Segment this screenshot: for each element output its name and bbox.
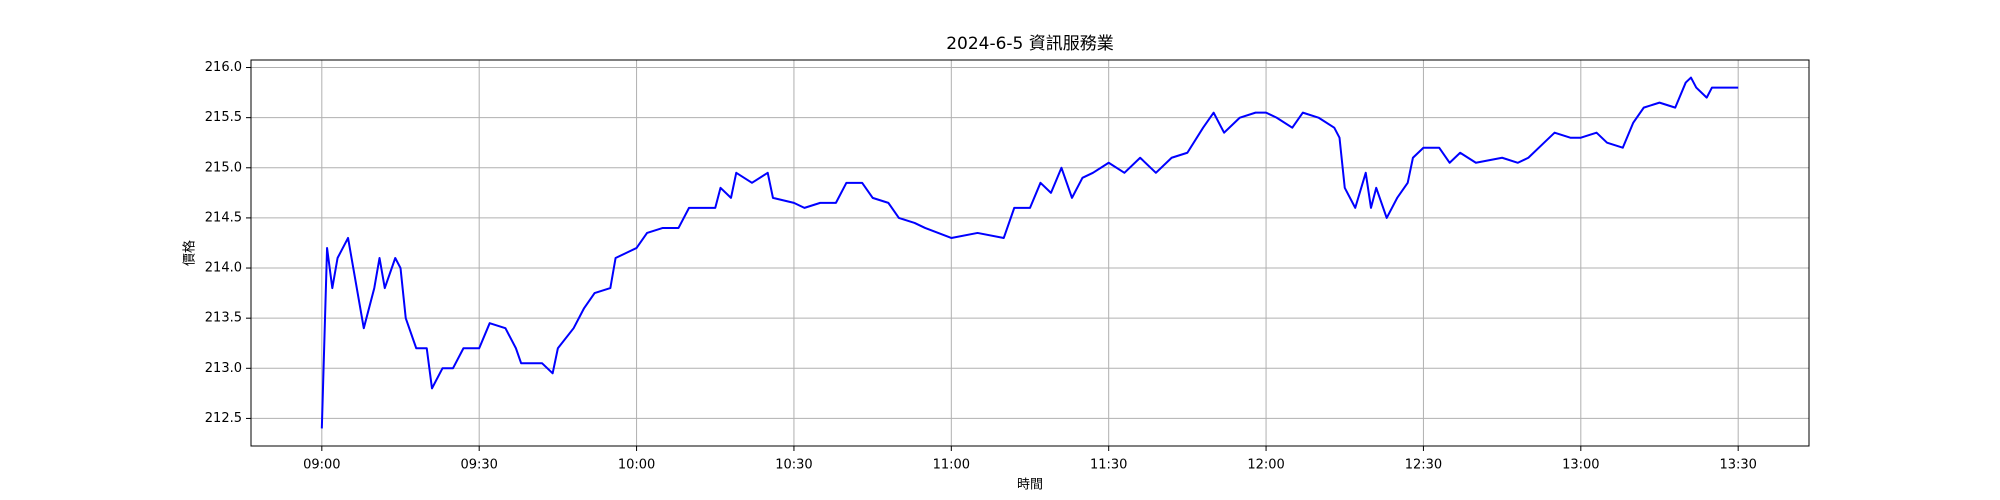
x-tick-label: 11:00 <box>933 458 970 473</box>
y-tick-label: 213.5 <box>205 311 242 326</box>
x-tick-label: 09:00 <box>303 458 340 473</box>
y-tick-label: 215.0 <box>205 160 242 175</box>
x-tick-label: 10:00 <box>618 458 655 473</box>
x-tick-label: 13:00 <box>1562 458 1599 473</box>
y-tick-label: 212.5 <box>205 411 242 426</box>
price-line <box>320 76 1739 429</box>
x-axis-label: 時間 <box>1017 478 1043 493</box>
chart-title: 2024-6-5 資訊服務業 <box>946 34 1114 54</box>
x-tick-label: 12:00 <box>1247 458 1284 473</box>
x-tick-label: 12:30 <box>1405 458 1442 473</box>
y-tick-label: 216.0 <box>205 60 242 75</box>
x-tick-label: 10:30 <box>775 458 812 473</box>
y-tick-label: 215.5 <box>205 110 242 125</box>
x-tick-label: 09:30 <box>460 458 497 473</box>
y-axis-label: 價格 <box>182 240 198 266</box>
y-tick-label: 214.5 <box>205 210 242 225</box>
x-tick-label: 13:30 <box>1719 458 1756 473</box>
x-tick-label: 11:30 <box>1090 458 1127 473</box>
plot-frame <box>250 59 1810 447</box>
y-tick-label: 213.0 <box>205 361 242 376</box>
y-tick-label: 214.0 <box>205 261 242 276</box>
